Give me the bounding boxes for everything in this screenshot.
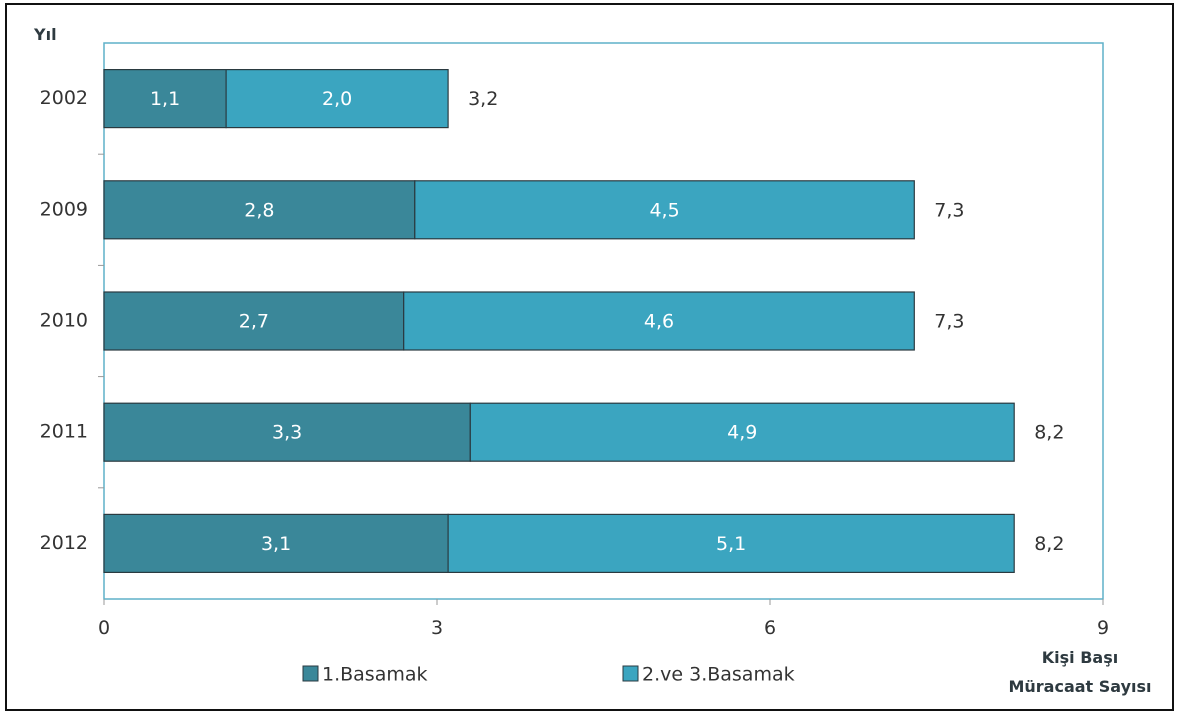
bar-value-label: 3,3 [272,422,302,444]
y-tick-label: 2011 [40,421,88,443]
outer-border [5,3,1174,711]
legend-swatch-basamak-2-3 [622,665,639,682]
y-tick-label: 2009 [40,198,88,220]
bar-total-label: 8,2 [1034,422,1064,444]
y-tick-label: 2002 [40,87,88,109]
bar-segment-basamak-1 [103,513,449,574]
bar-value-label: 2,8 [244,199,274,221]
x-tick-label: 0 [98,617,110,639]
labels-group: 2002 1,1 2,0 3,2 2009 2,8 4,5 7,3 2010 2,7 4,6 7,3 2… [40,87,1065,555]
bar-segment-basamak-2-3 [469,402,1015,462]
bar-value-label: 3,1 [261,533,291,555]
bar-total-label: 7,3 [934,311,964,333]
x-tick-label: 6 [764,617,776,639]
legend-label-basamak-2-3: 2.ve 3.Basamak [642,664,795,686]
bar-segment-basamak-2-3 [447,513,1015,574]
legend: 1.Basamak 2.ve 3.Basamak [302,664,795,686]
bar-value-label: 5,1 [716,533,746,555]
bar-segment-basamak-2-3 [414,180,915,240]
bar-segment-basamak-1 [103,291,405,351]
y-tick-label: 2010 [40,310,88,332]
bar-value-label: 2,0 [322,88,352,110]
bar-value-label: 2,7 [239,311,269,333]
bar-value-label: 4,5 [649,199,679,221]
bar-segment-basamak-1 [103,68,227,129]
y-axis-title: Yıl [33,25,57,44]
x-tick-label: 9 [1097,617,1109,639]
legend-label-basamak-1: 1.Basamak [322,664,428,686]
axes: 0 3 6 9 [98,153,1109,639]
bars-group [103,68,1015,574]
bar-total-label: 8,2 [1034,533,1064,555]
x-tick-label: 3 [431,617,443,639]
y-tick-label: 2012 [40,532,88,554]
bar-total-label: 3,2 [468,88,498,110]
bar-value-label: 4,6 [644,311,674,333]
bar-value-label: 4,9 [727,422,757,444]
bar-value-label: 1,1 [150,88,180,110]
bar-segment-basamak-2-3 [403,291,915,351]
bar-segment-basamak-1 [103,180,416,240]
bar-total-label: 7,3 [934,199,964,221]
x-axis-title-line-1: Kişi Başı [1042,648,1118,667]
bar-segment-basamak-2-3 [225,68,449,129]
legend-swatch-basamak-1 [302,665,319,682]
x-axis-title-line-2: Müracaat Sayısı [1008,677,1151,696]
